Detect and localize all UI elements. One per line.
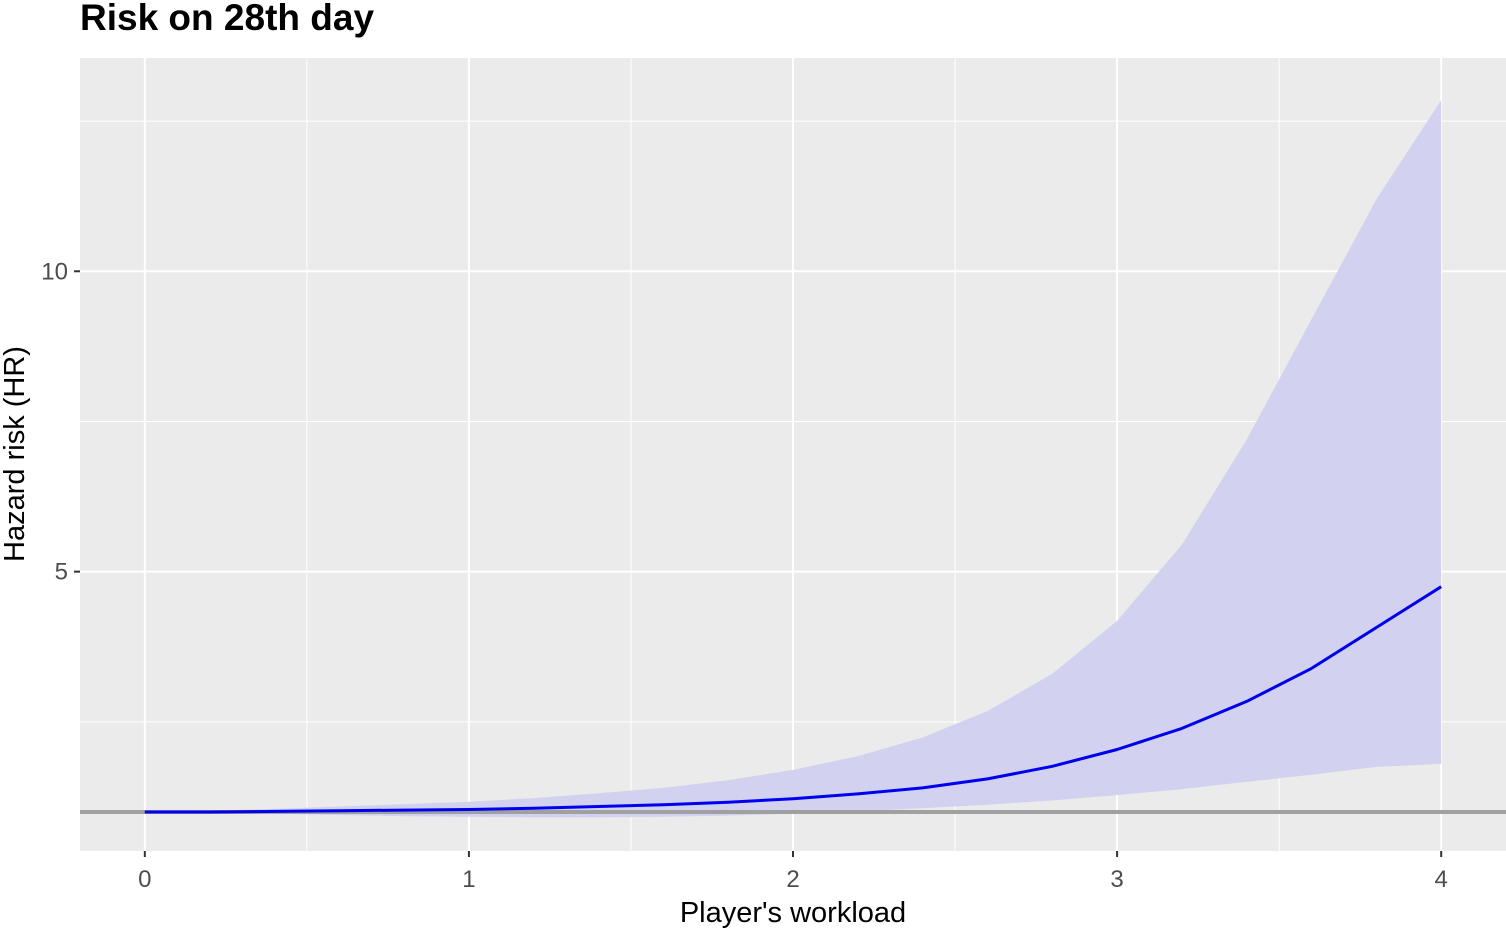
y-tick-label: 5: [55, 559, 68, 586]
x-tick-label: 0: [138, 866, 151, 893]
x-axis-title: Player's workload: [680, 897, 906, 929]
x-tick-label: 4: [1435, 866, 1448, 893]
x-tick-label: 3: [1110, 866, 1123, 893]
chart-title: Risk on 28th day: [80, 0, 374, 38]
x-tick-label: 2: [786, 866, 799, 893]
x-tick-label: 1: [462, 866, 475, 893]
y-axis: 5 10: [41, 258, 80, 586]
series-layer: [144, 585, 1442, 814]
y-axis-title: Hazard risk (HR): [0, 346, 31, 562]
y-tick-label: 10: [41, 258, 68, 285]
series-line: [144, 585, 1442, 814]
x-axis: 0 1 2 3 4: [138, 851, 1448, 893]
confidence-band-layer: [144, 100, 1442, 818]
confidence-band: [144, 100, 1442, 818]
